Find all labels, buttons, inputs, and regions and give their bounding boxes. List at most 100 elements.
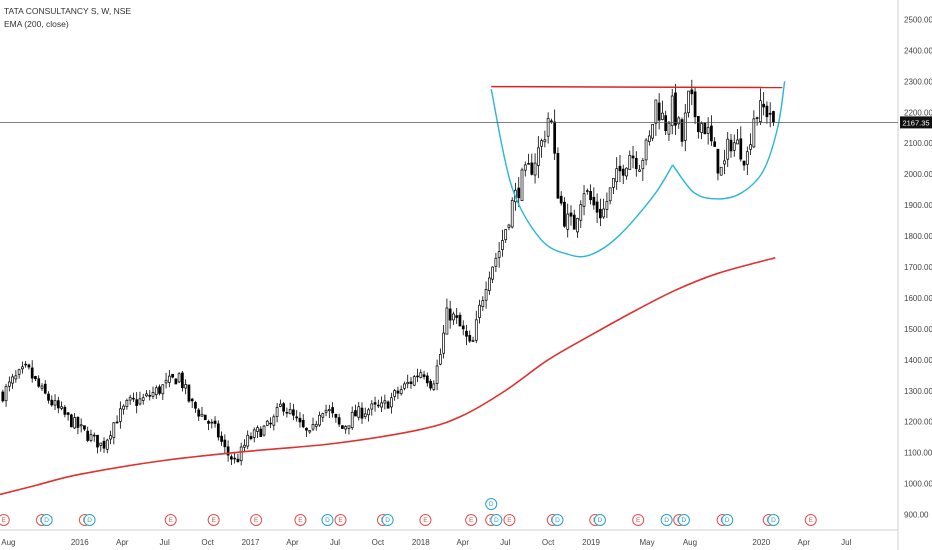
candle-body xyxy=(341,425,344,429)
candle-body xyxy=(677,117,681,125)
candle-body xyxy=(445,307,449,335)
candle-body xyxy=(275,407,279,417)
candle-body xyxy=(491,266,494,280)
dividend-badge[interactable] xyxy=(660,514,673,526)
candle-body xyxy=(484,289,488,301)
earnings-badge[interactable] xyxy=(632,514,645,526)
dividend-badge-letter: D xyxy=(771,517,776,524)
dividend-badge-letter: D xyxy=(682,517,687,524)
candle-body xyxy=(719,166,723,176)
candle-body xyxy=(625,167,628,177)
candle-body xyxy=(631,155,635,159)
dividend-badge[interactable] xyxy=(551,514,564,526)
price-tick-label: 2200.00 xyxy=(904,108,932,117)
earnings-badge-letter: E xyxy=(298,517,303,524)
earnings-badge-letter: E xyxy=(809,517,814,524)
last-price-tag xyxy=(900,116,932,129)
candle-body xyxy=(729,139,733,152)
candle-body xyxy=(687,90,690,114)
candle-body xyxy=(125,399,129,407)
candle-body xyxy=(452,313,455,321)
earnings-badge[interactable] xyxy=(465,514,478,526)
candle-body xyxy=(249,436,253,440)
candle-body xyxy=(246,434,250,447)
earnings-badge-letter: E xyxy=(169,517,174,524)
candle-body xyxy=(262,425,266,436)
candle-body xyxy=(47,393,50,401)
dividend-badge[interactable] xyxy=(321,514,334,526)
candle-body xyxy=(755,117,759,119)
earnings-badge[interactable] xyxy=(419,514,432,526)
candle-body xyxy=(243,444,246,448)
dividend-badge[interactable] xyxy=(381,514,394,526)
candle-body xyxy=(11,376,14,384)
dividend-badge[interactable] xyxy=(721,514,734,526)
candle-body xyxy=(181,372,184,389)
earnings-badge[interactable] xyxy=(804,514,817,526)
candle-body xyxy=(628,155,632,170)
candle-body xyxy=(396,390,400,394)
dividend-badge[interactable] xyxy=(83,514,96,526)
candle-body xyxy=(592,196,596,206)
candle-body xyxy=(536,147,540,166)
dividend-badge[interactable] xyxy=(490,514,503,526)
candle-body xyxy=(89,434,93,441)
dividend-badge[interactable] xyxy=(677,514,690,526)
candle-body xyxy=(7,381,11,387)
candle-body xyxy=(203,414,207,421)
candle-body xyxy=(298,417,302,423)
earnings-badge[interactable] xyxy=(164,514,177,526)
candle-body xyxy=(556,153,560,199)
price-tick-label: 1600.00 xyxy=(904,294,932,303)
candle-body xyxy=(527,163,530,165)
candle-body xyxy=(716,148,720,174)
candle-body xyxy=(416,375,419,378)
candle-body xyxy=(458,314,462,327)
candle-body xyxy=(27,364,31,368)
symbol-title[interactable]: TATA CONSULTANCY S, W, NSE xyxy=(4,6,132,16)
candle-body xyxy=(70,414,73,428)
candle-body xyxy=(308,430,312,433)
dividend-badge[interactable] xyxy=(40,514,53,526)
earnings-badge[interactable] xyxy=(0,514,10,526)
candle-body xyxy=(696,115,700,133)
candle-body xyxy=(546,117,550,137)
indicator-label[interactable]: EMA (200, close) xyxy=(4,19,69,29)
candle-body xyxy=(292,409,295,416)
dividend-badge[interactable] xyxy=(485,498,498,510)
candle-body xyxy=(752,118,756,148)
candle-body xyxy=(34,376,37,380)
candle-body xyxy=(749,144,752,150)
candle-body xyxy=(357,406,361,418)
earnings-badge[interactable] xyxy=(294,514,307,526)
candle-body xyxy=(223,439,227,448)
candle-body xyxy=(523,164,527,171)
earnings-badge[interactable] xyxy=(503,514,516,526)
dividend-badge[interactable] xyxy=(767,514,780,526)
earnings-badge[interactable] xyxy=(207,514,220,526)
resistance-line[interactable] xyxy=(491,85,783,89)
dividend-badge[interactable] xyxy=(593,514,606,526)
candle-body xyxy=(66,412,70,415)
candle-body xyxy=(128,397,132,401)
candle-body xyxy=(713,141,717,147)
candle-body xyxy=(661,112,664,120)
handle-curve[interactable] xyxy=(672,81,786,200)
dividend-badge-letter: D xyxy=(555,517,560,524)
earnings-badge[interactable] xyxy=(250,514,263,526)
candle-body xyxy=(265,420,269,426)
earnings-badge[interactable] xyxy=(334,514,347,526)
cup-curve[interactable] xyxy=(490,88,674,258)
candle-body xyxy=(350,411,354,429)
candle-body xyxy=(370,403,374,410)
candle-body xyxy=(37,378,41,387)
candle-body xyxy=(220,435,223,442)
candle-body xyxy=(510,200,514,228)
candle-body xyxy=(680,119,684,142)
candle-body xyxy=(726,138,730,160)
earnings-badge-letter: E xyxy=(423,517,428,524)
candle-body xyxy=(566,213,570,230)
candle-body xyxy=(50,399,54,406)
candle-body xyxy=(373,402,377,405)
